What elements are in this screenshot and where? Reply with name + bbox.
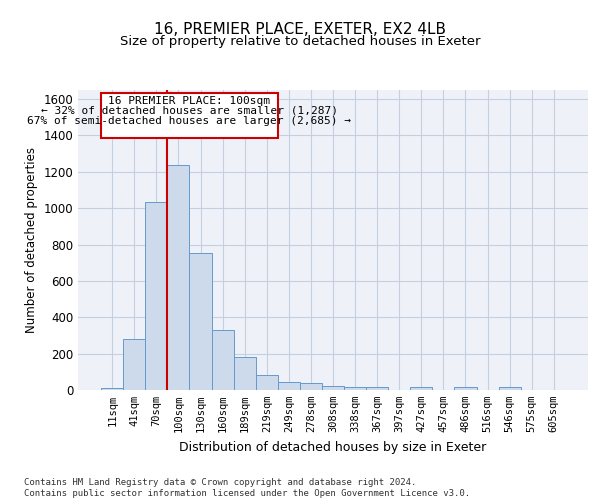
FancyBboxPatch shape [101,92,278,138]
Bar [278,382,300,390]
Text: Contains HM Land Registry data © Crown copyright and database right 2024.
Contai: Contains HM Land Registry data © Crown c… [24,478,470,498]
Bar [101,388,123,390]
Bar [300,383,322,390]
Bar [410,388,433,390]
Bar [256,376,278,390]
Bar [212,330,233,390]
Bar [322,386,344,390]
Bar [123,339,145,390]
Text: ← 32% of detached houses are smaller (1,287): ← 32% of detached houses are smaller (1,… [41,106,338,116]
Text: 16, PREMIER PLACE, EXETER, EX2 4LB: 16, PREMIER PLACE, EXETER, EX2 4LB [154,22,446,38]
Bar [499,388,521,390]
Bar [366,388,388,390]
Text: 67% of semi-detached houses are larger (2,685) →: 67% of semi-detached houses are larger (… [28,116,352,126]
Bar [233,358,256,390]
Bar [454,388,476,390]
Bar [190,252,212,390]
Text: 16 PREMIER PLACE: 100sqm: 16 PREMIER PLACE: 100sqm [109,96,271,106]
X-axis label: Distribution of detached houses by size in Exeter: Distribution of detached houses by size … [179,440,487,454]
Bar [167,164,190,390]
Bar [145,202,167,390]
Y-axis label: Number of detached properties: Number of detached properties [25,147,38,333]
Bar [344,388,366,390]
Text: Size of property relative to detached houses in Exeter: Size of property relative to detached ho… [120,35,480,48]
